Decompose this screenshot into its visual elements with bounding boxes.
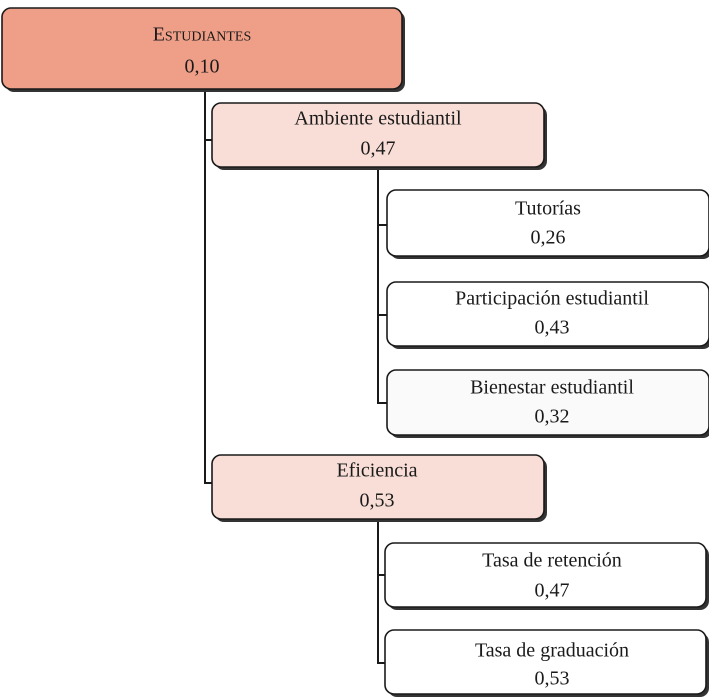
node-label: Tasa de graduación [475,640,629,662]
connectors [204,90,387,664]
node-box [386,281,709,347]
node-indicator: Tutorías 0,26 [386,189,709,259]
node-box [211,454,545,520]
node-label: Tasa de retención [482,550,622,572]
node-weight: 0,47 [361,138,396,160]
node-indicator: Tasa de graduación 0,53 [384,629,709,697]
node-weight: 0,47 [535,580,570,602]
node-label: Tutorías [515,198,581,220]
connector [204,90,212,484]
node-box [386,189,709,257]
connector [377,168,387,404]
node-weight: 0,53 [360,490,395,512]
node-indicator: Participación estudiantil 0,43 [386,281,709,349]
node-weight: 0,10 [185,56,220,78]
node-weight: 0,26 [531,227,566,249]
node-label: Estudiantes [153,24,252,46]
connector [377,520,385,664]
node-root: Estudiantes 0,10 [1,7,405,92]
node-label: Ambiente estudiantil [294,108,462,130]
node-weight: 0,53 [535,668,570,690]
node-weight: 0,32 [535,406,570,428]
node-box [384,542,707,608]
node-box [386,369,709,436]
node-category: Ambiente estudiantil 0,47 [211,102,547,170]
node-label: Participación estudiantil [455,288,649,310]
node-indicator: Bienestar estudiantil 0,32 [386,369,709,438]
node-box [1,7,403,90]
node-indicator: Tasa de retención 0,47 [384,542,709,610]
node-weight: 0,43 [535,317,570,339]
node-label: Bienestar estudiantil [470,377,634,399]
node-box [211,102,545,168]
node-label: Eficiencia [336,460,417,482]
node-category: Eficiencia 0,53 [211,454,547,522]
node-box [384,629,707,695]
